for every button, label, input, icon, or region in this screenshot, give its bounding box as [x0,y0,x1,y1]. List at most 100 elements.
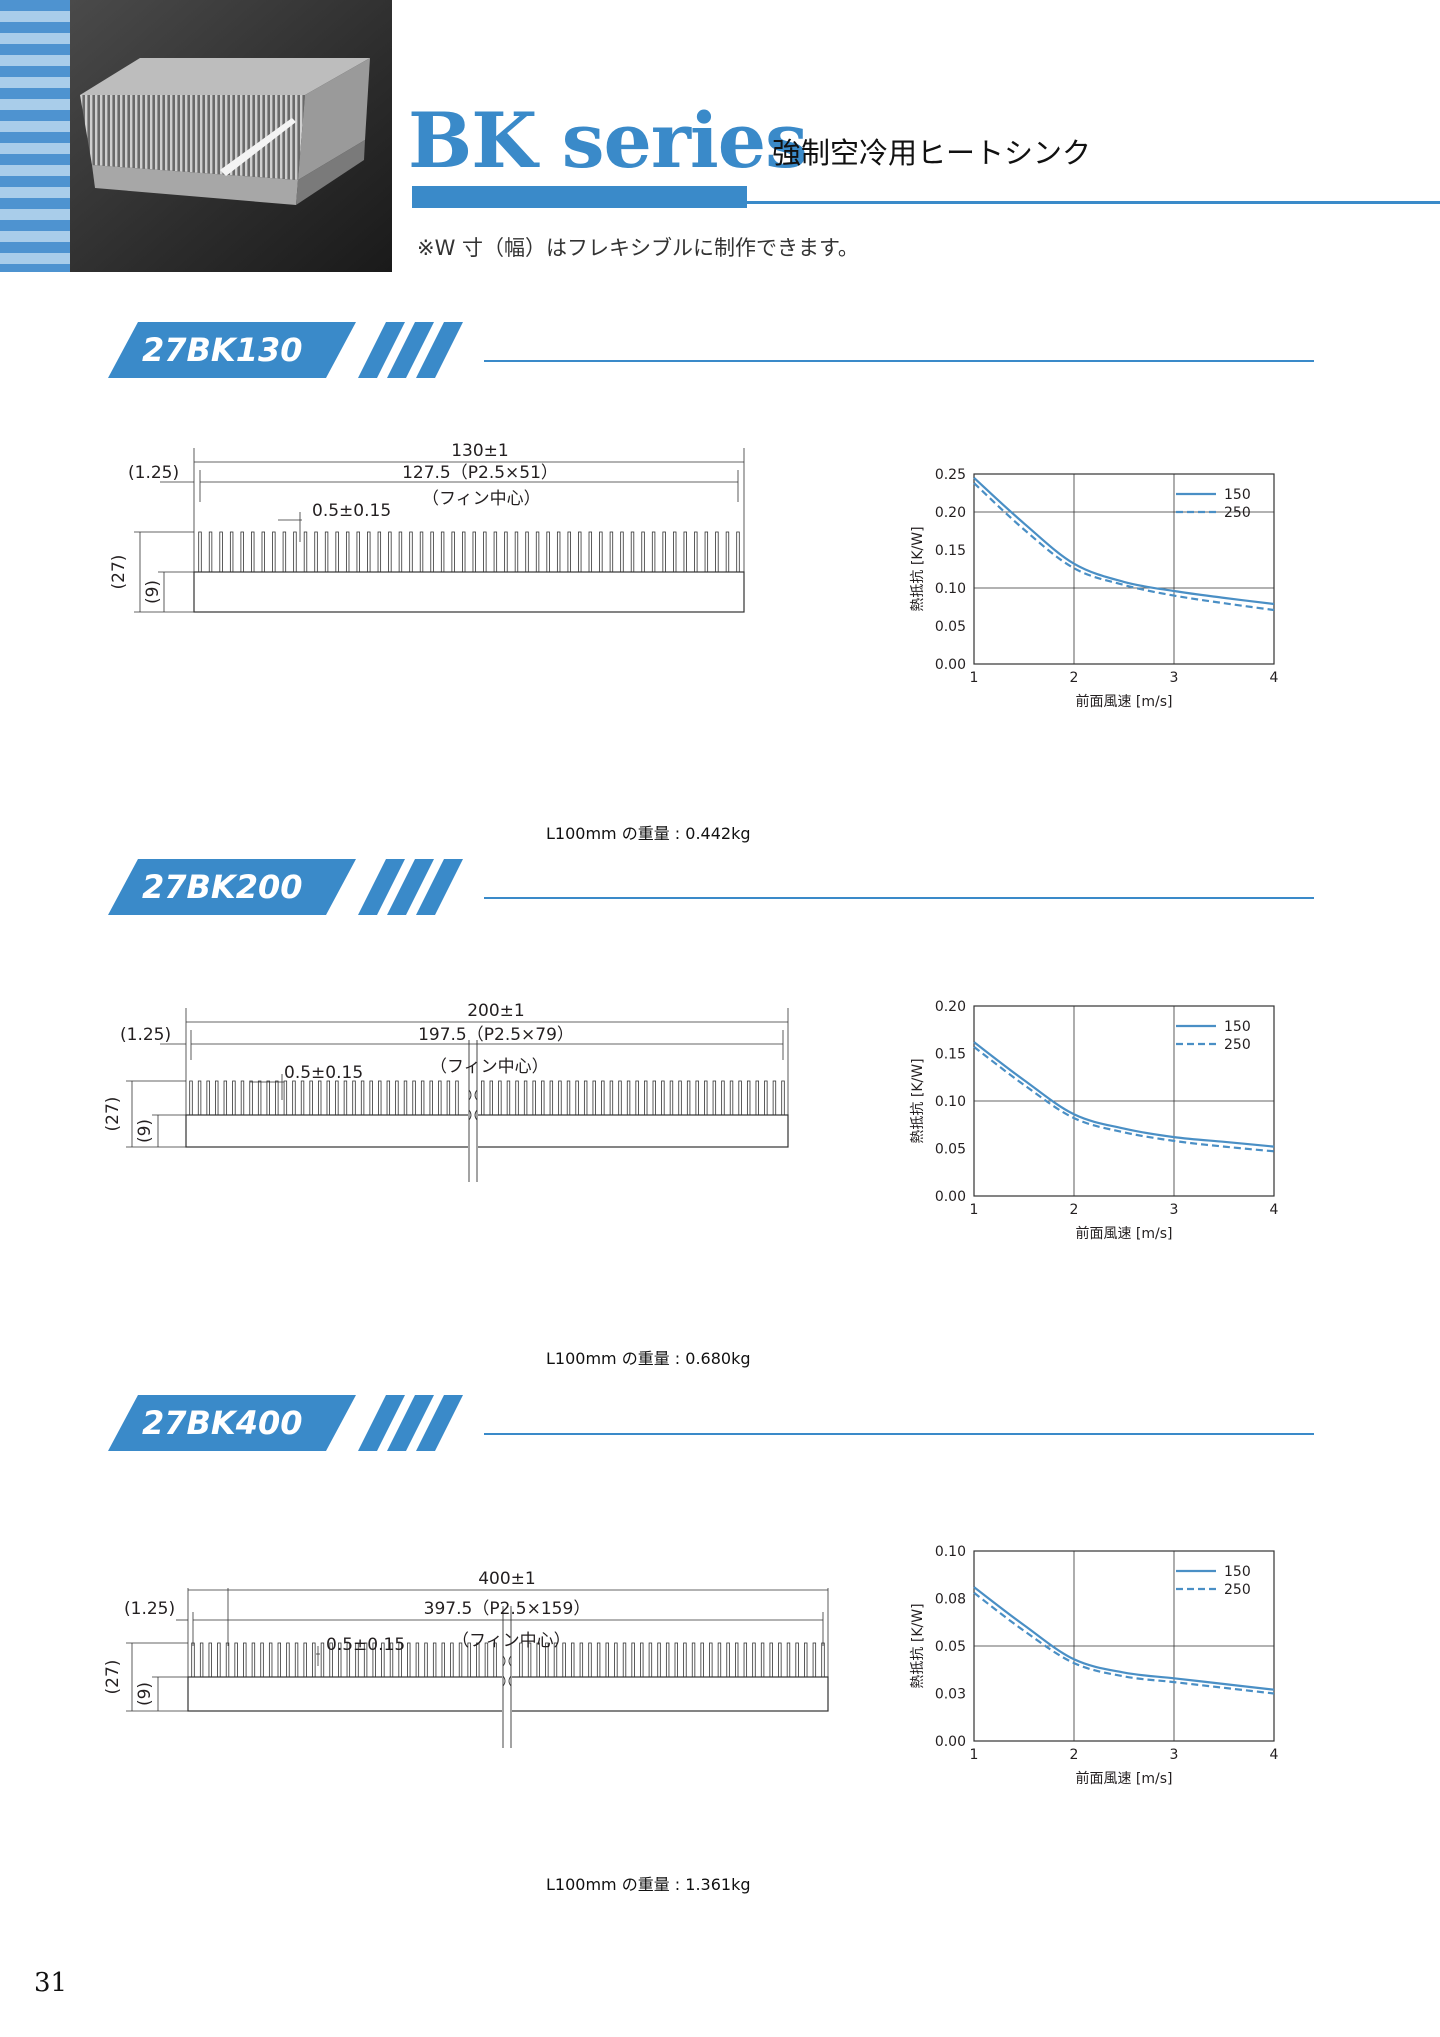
fin [620,531,624,573]
fin [804,1642,808,1678]
fin [588,1642,592,1678]
fin [251,1642,256,1678]
fin [640,1642,644,1678]
y-tick-label: 0.05 [935,619,966,635]
fin [293,531,297,573]
series-line-250 [973,482,1275,612]
fin [601,1080,605,1116]
x-tick-label: 1 [970,670,979,686]
x-tick-label: 3 [1170,1202,1179,1218]
fin [717,1642,722,1678]
fin [257,1080,262,1116]
fin [234,1642,238,1678]
x-tick-label: 4 [1270,1747,1279,1763]
fin [240,531,244,573]
fin-note-label: （フィン中心） [430,1057,549,1077]
dim-offset-label: (1.25) [128,463,179,483]
fin [578,531,582,573]
fin [432,1642,437,1678]
fin [217,1642,221,1678]
fin [571,1642,575,1678]
fin [661,1080,665,1116]
y-tick-label: 0.15 [935,1047,966,1063]
series-line-150 [973,476,1275,606]
heatsink-base [185,1114,789,1148]
fin-note-label: （フィン中心） [452,1631,571,1651]
fin-array [198,531,740,573]
product-section: 27BK200 200±1 197.5（P2.5×79） (1.25) （フィン… [0,859,1440,1399]
fin [360,1080,365,1116]
dim-height-label: (27) [109,555,129,590]
fin [326,1080,330,1116]
x-tick-label: 2 [1070,1747,1079,1763]
fin [229,531,234,573]
fin [335,531,339,573]
fin [712,1080,717,1116]
fin [674,1642,678,1678]
y-tick-label: 0.08 [935,1592,966,1608]
fin [691,1642,696,1678]
fin [498,1080,502,1116]
fin [275,1080,279,1116]
fin [314,531,318,573]
fin [772,1080,777,1116]
fin-thickness-label: 0.5±0.15 [326,1635,405,1655]
x-tick-label: 4 [1270,670,1279,686]
fin [303,1642,307,1678]
width-note: ※W 寸（幅）はフレキシブルに制作できます。 [417,236,859,260]
y-tick-label: 0.05 [935,1142,966,1158]
fin [429,1080,433,1116]
fin [651,531,656,573]
dim-height-label: (27) [103,1097,123,1132]
fin [282,531,287,573]
fin [294,1642,299,1678]
fin [738,1080,742,1116]
fin [546,531,550,573]
x-tick-label: 1 [970,1202,979,1218]
fin [249,1080,253,1116]
y-axis-label: 熱抵抗 [K/W] [910,1603,926,1688]
product-name: 27BK200 [142,868,303,906]
dim-base-label: (9) [143,580,163,604]
fin [208,1642,212,1678]
heatsink-drawing: 130±1 127.5（P2.5×51） (1.25) （フィン中心） 0.5±… [109,442,745,613]
fin [268,1642,273,1678]
fin [324,531,329,573]
fin [286,1642,290,1678]
fin [320,1642,325,1678]
fin [523,1080,528,1116]
fin [260,1642,264,1678]
fin [504,531,508,573]
plot-frame [973,473,1275,665]
fin [215,1080,219,1116]
fin [669,1080,674,1116]
fin [760,1642,765,1678]
y-tick-label: 0.00 [935,1189,966,1205]
heatsink-base [193,571,745,613]
fin [261,531,265,573]
fin [388,531,392,573]
y-axis-label: 熱抵抗 [K/W] [910,1058,926,1143]
fin [419,531,424,573]
legend-label: 150 [1224,1564,1251,1580]
fin [726,1642,730,1678]
heatsink-drawing: 200±1 197.5（P2.5×79） (1.25) （フィン中心） 0.5±… [103,1001,789,1200]
fin [506,1080,511,1116]
fin [430,531,434,573]
fin [266,1080,270,1116]
fin [446,1080,451,1116]
fin [199,1642,204,1678]
legend-label: 250 [1224,1037,1251,1053]
weight-label: L100mm の重量 : 0.680kg [546,1349,751,1368]
fin [592,1080,596,1116]
fin [769,1642,773,1678]
fin [455,1080,459,1116]
y-tick-label: 0.25 [935,467,966,483]
fin-array [189,1080,785,1116]
fin [673,531,677,573]
dim-base-label: (9) [135,1682,155,1706]
fin [541,1080,545,1116]
x-axis-label: 前面風速 [m/s] [1075,1225,1172,1242]
fin [462,531,466,573]
fin [575,1080,579,1116]
